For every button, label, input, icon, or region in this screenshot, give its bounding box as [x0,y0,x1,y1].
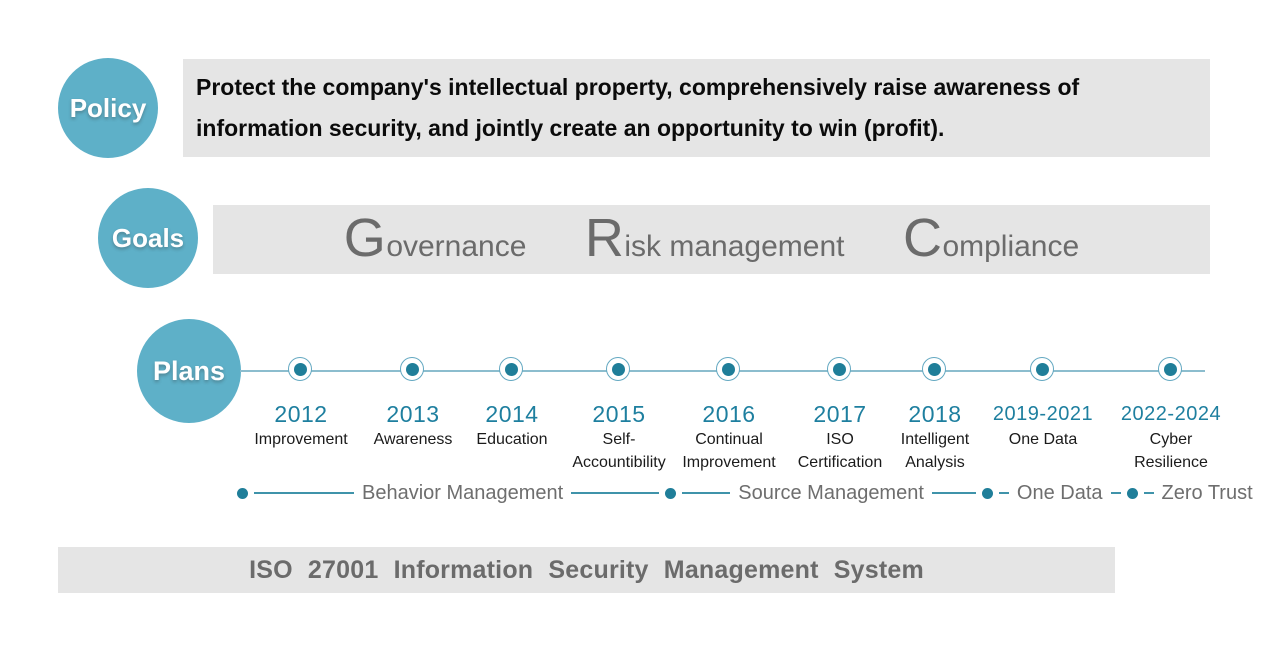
timeline-node [1030,357,1054,381]
milestone-2022-2024: 2022-2024 Cyber Resilience [1109,400,1233,473]
milestone-year: 2014 [485,401,539,427]
phase-label: Zero Trust [1161,481,1253,504]
footer-title: ISO 27001 Information Security Managemen… [249,556,924,584]
policy-text-line2: information security, and jointly create… [196,115,945,141]
milestone-year: 2017 [813,401,867,427]
policy-text-line1: Protect the company's intellectual prope… [196,74,1080,100]
timeline-node-dot-icon [611,362,625,376]
phase-connector-line [931,492,976,494]
milestone-label: Self- [602,431,636,448]
milestone-2015: 2015 Self- Accountibility [557,400,681,473]
goal-compliance-rest: ompliance [942,230,1080,263]
plans-bubble: Plans [137,319,241,423]
phase-dot-icon [237,487,248,499]
footer-bar: ISO 27001 Information Security Managemen… [58,547,1115,593]
goal-risk-management: Risk management [585,208,845,268]
milestone-label: Education [476,431,548,448]
goal-compliance-initial: C [902,208,943,268]
phase-connector-line [682,492,731,494]
phase-label: One Data [1016,481,1103,504]
timeline-node [827,357,851,381]
goal-compliance: Compliance [903,208,1079,268]
plans-bubble-label: Plans [152,355,226,386]
phase-dot-icon [981,487,993,499]
phase-row: Behavior Management Source Management One … [237,481,1253,504]
phase-connector-line [571,492,660,494]
milestone-2013: 2013 Awareness [351,400,475,451]
policy-bubble: Policy [58,58,158,158]
phase-dot-icon [1126,487,1138,499]
milestone-2012: 2012 Improvement [239,400,363,451]
milestone-label: Improvement [682,453,776,471]
milestone-2016: 2016 Continual Improvement [667,400,791,473]
phase-connector-line [1110,492,1121,494]
policy-panel: Protect the company's intellectual prope… [183,59,1210,157]
milestone-2019-2021: 2019-2021 One Data [981,400,1105,451]
timeline-node-dot-icon [927,362,941,376]
milestone-2017: 2017 ISO Certification [778,400,902,473]
goals-bubble: Goals [98,188,198,288]
milestone-year: 2022-2024 [1120,403,1222,425]
timeline-node [606,357,630,381]
milestone-label: One Data [1008,431,1078,448]
goal-risk-rest: isk management [624,230,845,263]
phase-dot-icon [665,487,677,499]
milestone-label: Awareness [373,431,453,448]
phase-label: Behavior Management [362,481,564,504]
phase-label: Source Management [738,481,924,504]
timeline-node-dot-icon [1035,362,1049,376]
milestone-year: 2015 [592,401,646,427]
milestone-label: ISO [826,431,854,448]
timeline-node-dot-icon [832,362,846,376]
timeline-node-dot-icon [1163,362,1177,376]
timeline-node [400,357,424,381]
goal-governance-initial: G [343,208,387,268]
goal-governance-rest: overnance [386,230,527,263]
milestone-year: 2016 [702,401,756,427]
milestone-year: 2013 [386,401,440,427]
policy-bubble-label: Policy [69,92,147,123]
milestone-label: Intelligent [900,431,970,448]
timeline-node-dot-icon [721,362,735,376]
goals-bubble-label: Goals [111,222,185,253]
milestone-year: 2018 [908,401,962,427]
timeline-node-dot-icon [405,362,419,376]
milestone-label: Continual [695,431,763,448]
milestone-year: 2012 [274,401,328,427]
milestone-label: Cyber [1149,431,1193,448]
milestone-label: Certification [797,453,883,471]
milestone-label: Analysis [905,453,965,471]
phase-connector-line [998,492,1009,494]
timeline-node [288,357,312,381]
timeline-node [499,357,523,381]
milestone-label: Resilience [1134,453,1208,471]
timeline-node [1158,357,1182,381]
timeline-node [716,357,740,381]
goal-governance: Governance [344,208,527,268]
milestone-year: 2019-2021 [992,403,1094,425]
timeline-node-dot-icon [293,362,307,376]
timeline-node [922,357,946,381]
phase-connector-line [1143,492,1154,494]
phase-connector-line [254,492,354,494]
milestone-label: Improvement [254,431,348,448]
timeline-node-dot-icon [504,362,518,376]
goals-panel: Governance Risk management Compliance [213,205,1210,274]
milestone-2014: 2014 Education [450,400,574,451]
milestone-2018: 2018 Intelligent Analysis [873,400,997,473]
goal-risk-initial: R [584,208,625,268]
milestone-label: Accountibility [572,453,666,471]
